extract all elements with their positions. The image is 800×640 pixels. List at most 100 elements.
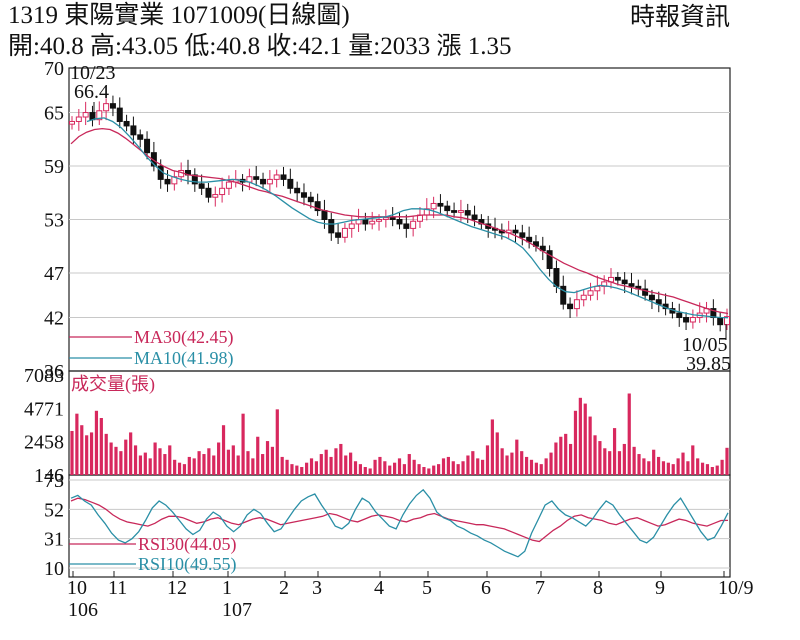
candle-body (253, 176, 260, 180)
candlesticks (69, 95, 730, 332)
volume-bar (153, 442, 157, 475)
x-tick-label: 1 (222, 577, 232, 599)
volume-bar (632, 446, 636, 475)
volume-bar (314, 461, 319, 475)
candle-body (389, 217, 396, 221)
volume-bar (710, 467, 714, 475)
volume-bar (324, 449, 328, 475)
candle-body (369, 220, 376, 225)
candle-body (519, 232, 526, 238)
candle-body (594, 285, 601, 292)
candle-body (321, 210, 328, 221)
volume-bar (564, 433, 568, 475)
price-tick-label: 53 (44, 210, 64, 232)
candle-body (457, 210, 464, 213)
volume-bar (75, 413, 79, 475)
candle-body (266, 178, 273, 185)
volume-bar (559, 436, 563, 475)
candle-body (130, 125, 137, 136)
candle-body (512, 229, 519, 234)
volume-bar (226, 449, 231, 475)
candle-body (348, 223, 355, 229)
volume-bar (671, 464, 675, 475)
volume-bar (109, 442, 113, 475)
price-axis: 70 65 59 53 47 42 36 (44, 58, 64, 383)
candle-body (526, 236, 533, 243)
volume-bar (114, 446, 118, 475)
volume-bar (593, 435, 597, 475)
volume-bar (329, 456, 333, 475)
volume-bars (70, 393, 729, 475)
volume-bar (544, 458, 548, 475)
volume-bar (456, 464, 460, 475)
candle-body (212, 194, 219, 198)
candle-body (580, 294, 587, 301)
volume-bar (412, 459, 416, 475)
volume-bar (187, 456, 191, 475)
volume-bar (163, 454, 167, 475)
price-tick-label: 47 (44, 263, 64, 285)
volume-bar (290, 464, 294, 475)
volume-bar (554, 442, 558, 475)
ma10-line (86, 117, 729, 319)
volume-bar (251, 458, 255, 475)
rsi10-line (70, 488, 729, 558)
volume-bar (608, 451, 612, 475)
volume-bar (173, 459, 177, 475)
volume-bar (182, 464, 187, 475)
candle-body (430, 202, 437, 210)
price-tick-label: 36 (44, 361, 64, 383)
volume-bar (642, 458, 646, 475)
candle-body (437, 202, 444, 207)
candle-body (164, 178, 171, 185)
volume-bar (300, 467, 304, 475)
rsi-axis: 73 52 31 10 (44, 470, 64, 580)
volume-bar (309, 458, 314, 475)
candle-body (560, 285, 567, 305)
volume-bar (246, 451, 250, 475)
volume-bar (647, 461, 651, 475)
candle-body (341, 227, 348, 238)
volume-bar (378, 456, 382, 475)
volume-bar (437, 464, 441, 475)
volume-bar (715, 465, 719, 475)
volume-bar (305, 462, 309, 475)
volume-bar (158, 448, 162, 475)
volume-bar (705, 464, 710, 475)
volume-tick-label: 4771 (24, 398, 64, 420)
volume-bar (490, 419, 494, 475)
candle-body (451, 210, 458, 213)
volume-bar (422, 467, 426, 475)
volume-bar (192, 458, 196, 475)
volume-bar (471, 451, 475, 475)
volume-bar (349, 452, 353, 475)
low-value-label: 39.85 (686, 353, 731, 375)
volume-bar (124, 439, 128, 475)
year-label: 106 (68, 599, 98, 621)
volume-bar (129, 432, 133, 475)
x-tick-label: 7 (535, 577, 545, 599)
volume-bar (495, 432, 499, 475)
candle-body (144, 138, 151, 154)
x-tick-label: 3 (312, 577, 322, 599)
volume-bar (603, 448, 607, 475)
candle-body (191, 174, 198, 185)
candle-body (96, 110, 103, 121)
volume-bar (89, 432, 94, 475)
x-tick-label: 2 (279, 577, 289, 599)
candle-body (198, 183, 205, 189)
volume-bar (143, 452, 147, 475)
candle-body (614, 276, 621, 281)
volume-bar (568, 443, 573, 475)
volume-bar (676, 458, 680, 475)
rsi-tick-label: 10 (44, 558, 64, 580)
volume-bar (520, 451, 524, 475)
volume-bar (588, 416, 592, 475)
volume-bar (466, 455, 470, 475)
volume-bar (133, 445, 138, 475)
volume-bar (148, 458, 152, 475)
candle-body (69, 120, 75, 125)
volume-bar (686, 461, 690, 475)
